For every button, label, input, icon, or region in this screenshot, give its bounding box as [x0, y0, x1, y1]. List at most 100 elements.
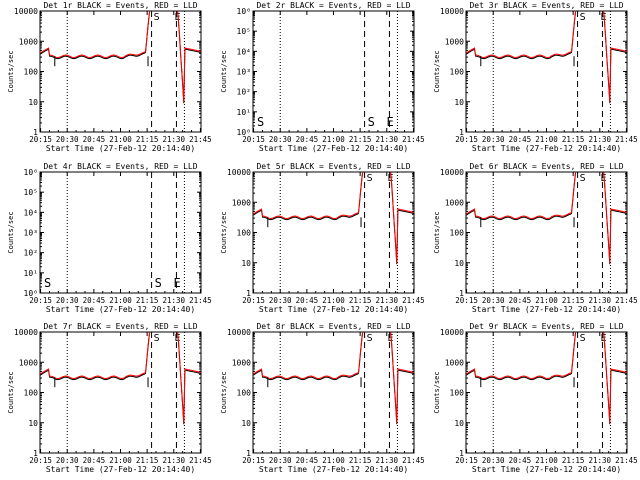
y-tick-label: 100 [450, 68, 465, 77]
start-label: S [367, 173, 373, 184]
x-tick-label: 20:45 [509, 296, 532, 305]
lld-series [40, 11, 201, 103]
x-axis-label: Start Time (27-Feb-12 20:14:40) [259, 465, 408, 474]
y-tick-label: 1000 [19, 358, 38, 367]
x-tick-label: 20:15 [242, 456, 265, 465]
y-tick-label: 10⁴ [24, 208, 38, 217]
detector-panel: Det 5r BLACK = Events, RED = LLD 1 10 100 10… [220, 162, 425, 314]
x-axis-label: Start Time (27-Feb-12 20:14:40) [472, 305, 621, 314]
lld-series [466, 11, 627, 103]
y-axis-label: Counts/sec [7, 50, 15, 92]
x-tick-label: 20:45 [83, 296, 106, 305]
end-label: E [600, 173, 606, 184]
x-tick-label: 20:15 [455, 135, 478, 144]
y-tick-label: 1000 [232, 198, 251, 207]
panel-title: Det 2r BLACK = Events, RED = LLD [256, 1, 410, 10]
y-tick-label: 100 [237, 229, 252, 238]
x-tick-label: 20:15 [242, 135, 265, 144]
x-tick-label: 20:30 [269, 456, 292, 465]
y-tick-label: 100 [450, 229, 465, 238]
x-tick-label: 20:15 [455, 456, 478, 465]
x-tick-label: 20:45 [509, 456, 532, 465]
y-tick-label: 1000 [445, 37, 464, 46]
x-tick-label: 21:30 [588, 296, 611, 305]
x-tick-label: 20:30 [56, 296, 79, 305]
start-label: S [580, 333, 586, 344]
panel-title: Det 4r BLACK = Events, RED = LLD [43, 162, 197, 171]
x-tick-label: 21:15 [562, 456, 585, 465]
x-tick-label: 20:30 [56, 456, 79, 465]
y-axis-label: Counts/sec [220, 211, 228, 253]
x-tick-label: 21:30 [588, 456, 611, 465]
y-tick-label: 10 [454, 98, 464, 107]
y-tick-label: 10 [241, 419, 251, 428]
end-label: E [386, 115, 393, 129]
y-tick-label: 10000 [227, 168, 251, 177]
y-tick-label: 100 [24, 389, 39, 398]
x-tick-label: 21:30 [375, 135, 398, 144]
y-tick-label: 100 [237, 389, 252, 398]
x-axis-label: Start Time (27-Feb-12 20:14:40) [46, 465, 195, 474]
x-tick-label: 21:00 [535, 135, 558, 144]
x-tick-label: 21:45 [615, 456, 638, 465]
x-tick-label: 21:15 [349, 135, 372, 144]
y-tick-label: 10⁵ [237, 27, 251, 36]
x-tick-label: 21:00 [322, 135, 345, 144]
x-tick-label: 20:30 [482, 135, 505, 144]
events-series [253, 172, 414, 265]
y-tick-label: 10² [24, 249, 38, 258]
x-tick-label: 21:15 [136, 296, 159, 305]
lld-series [253, 172, 414, 264]
y-tick-label: 10000 [440, 7, 464, 16]
panel-title: Det 6r BLACK = Events, RED = LLD [469, 162, 623, 171]
lld-series [466, 332, 627, 424]
y-tick-label: 10³ [24, 229, 38, 238]
x-tick-label: 20:45 [83, 135, 106, 144]
panel-title: Det 1r BLACK = Events, RED = LLD [43, 1, 197, 10]
y-axis-label: Counts/sec [433, 50, 441, 92]
y-tick-label: 10000 [227, 328, 251, 337]
y-axis-label: Counts/sec [433, 371, 441, 413]
x-tick-label: 21:15 [562, 296, 585, 305]
y-tick-label: 100 [24, 68, 39, 77]
x-tick-label: 21:00 [322, 456, 345, 465]
events-series [466, 172, 627, 265]
detector-panel: Det 3r BLACK = Events, RED = LLD 1 10 100 10… [433, 1, 638, 153]
end-label: E [600, 12, 606, 23]
events-series [40, 11, 201, 104]
y-tick-label: 1000 [445, 358, 464, 367]
y-axis-label: Counts/sec [220, 50, 228, 92]
start-label: S [44, 276, 51, 290]
x-tick-label: 20:45 [296, 456, 319, 465]
y-tick-label: 10000 [14, 328, 38, 337]
y-axis-label: Counts/sec [7, 371, 15, 413]
x-tick-label: 21:30 [162, 456, 185, 465]
end-label: E [174, 12, 180, 23]
detector-panel: Det 8r BLACK = Events, RED = LLD 1 10 100 10… [220, 322, 425, 474]
y-tick-label: 1 [459, 289, 464, 298]
x-tick-label: 21:45 [189, 296, 212, 305]
detector-panel: Det 9r BLACK = Events, RED = LLD 1 10 100 10… [433, 322, 638, 474]
x-tick-label: 20:15 [29, 296, 52, 305]
x-tick-label: 20:45 [296, 135, 319, 144]
x-tick-label: 21:15 [136, 456, 159, 465]
x-tick-label: 21:00 [109, 296, 132, 305]
y-tick-label: 1 [33, 449, 38, 458]
panel-title: Det 8r BLACK = Events, RED = LLD [256, 322, 410, 331]
events-series [466, 11, 627, 104]
x-axis-label: Start Time (27-Feb-12 20:14:40) [472, 465, 621, 474]
y-tick-label: 10⁴ [237, 47, 251, 56]
detector-panel: Det 2r BLACK = Events, RED = LLD 10⁰ 10¹ 10… [220, 1, 425, 153]
start-label: S [155, 276, 162, 290]
x-tick-label: 21:00 [535, 296, 558, 305]
x-tick-label: 20:30 [269, 135, 292, 144]
x-axis-label: Start Time (27-Feb-12 20:14:40) [46, 144, 195, 153]
x-axis-label: Start Time (27-Feb-12 20:14:40) [472, 144, 621, 153]
panel-title: Det 9r BLACK = Events, RED = LLD [469, 322, 623, 331]
start-label: S [367, 333, 373, 344]
y-tick-label: 1000 [232, 358, 251, 367]
x-axis-label: Start Time (27-Feb-12 20:14:40) [259, 305, 408, 314]
lld-series [253, 332, 414, 424]
x-tick-label: 20:30 [269, 296, 292, 305]
x-tick-label: 20:15 [242, 296, 265, 305]
